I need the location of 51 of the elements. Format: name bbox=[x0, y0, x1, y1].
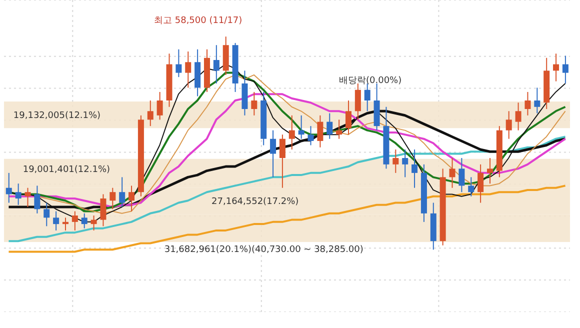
candlestick bbox=[72, 210, 78, 231]
annotation: 배당락(0.00%) bbox=[339, 75, 402, 87]
candlestick bbox=[6, 172, 12, 204]
candlestick bbox=[354, 82, 361, 120]
candlestick bbox=[213, 44, 220, 84]
candlestick bbox=[364, 82, 370, 112]
candlestick bbox=[524, 91, 531, 116]
candlestick bbox=[506, 110, 512, 140]
candlestick bbox=[486, 158, 493, 184]
band-label: 19,001,401(12.1%) bbox=[22, 164, 110, 175]
candlestick bbox=[156, 91, 163, 120]
candlestick bbox=[279, 134, 286, 188]
candlestick bbox=[100, 194, 106, 227]
candlestick bbox=[24, 187, 31, 208]
candlestick bbox=[308, 126, 314, 146]
candlestick bbox=[553, 53, 560, 82]
candlestick bbox=[458, 158, 465, 193]
candlestick bbox=[147, 100, 154, 127]
candlestick bbox=[15, 183, 22, 206]
candlestick bbox=[468, 176, 474, 197]
band-label: 19,132,005(12.1%) bbox=[13, 110, 101, 121]
candlestick bbox=[449, 158, 456, 188]
candlestick bbox=[326, 112, 333, 140]
candlestick bbox=[128, 185, 135, 212]
candlestick bbox=[336, 119, 342, 140]
candlestick bbox=[478, 164, 484, 204]
candlestick bbox=[53, 210, 60, 231]
candlestick bbox=[562, 55, 568, 84]
candlestick bbox=[402, 148, 408, 178]
candlestick bbox=[298, 114, 304, 140]
candlestick bbox=[34, 185, 40, 214]
candlestick bbox=[44, 202, 50, 227]
candlestick bbox=[288, 114, 295, 150]
candlestick bbox=[251, 91, 258, 116]
band-label: 27,164,552(17.2%) bbox=[212, 196, 299, 207]
candlestick bbox=[515, 102, 522, 131]
candlestick bbox=[62, 217, 68, 231]
candlestick bbox=[81, 212, 88, 229]
candlestick bbox=[185, 50, 192, 88]
candlestick bbox=[110, 187, 116, 210]
candlestick bbox=[392, 148, 399, 174]
text: 최고 58,500 (11/17) bbox=[154, 15, 242, 27]
candlestick bbox=[270, 130, 276, 178]
candlestick bbox=[412, 148, 418, 188]
candlestick bbox=[317, 114, 324, 148]
candlestick bbox=[90, 215, 97, 231]
candlestick bbox=[176, 48, 182, 78]
band-label: 31,682,961(20.1%)(40,730.00 ~ 38,285.00) bbox=[164, 244, 364, 255]
candlestick bbox=[345, 100, 352, 136]
candlestick bbox=[119, 176, 126, 208]
candlestick bbox=[534, 87, 540, 114]
